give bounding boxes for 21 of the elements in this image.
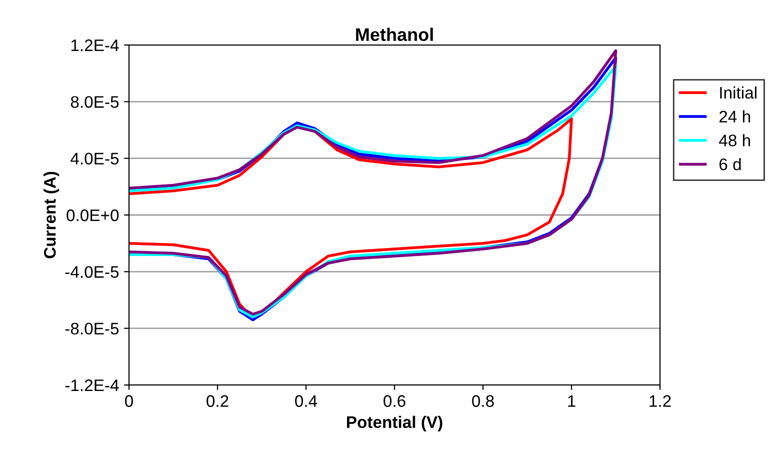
x-tick-label: 0.4 xyxy=(295,395,318,407)
x-tick-label: 0 xyxy=(125,395,133,407)
legend-label: Initial xyxy=(720,86,756,99)
x-tick-label: 0.8 xyxy=(472,395,494,407)
y-tick-label: -8.0E-5 xyxy=(65,322,119,335)
x-tick-label: 1 xyxy=(568,395,576,407)
y-tick-label: 4.0E-5 xyxy=(70,152,119,165)
y-axis-title: Current (A) xyxy=(44,172,60,258)
x-tick-label: 0.6 xyxy=(384,395,406,407)
y-tick-label: 1.2E-4 xyxy=(71,39,119,52)
x-tick-label: 1.2 xyxy=(650,395,671,407)
y-tick-label: 8.0E-5 xyxy=(70,96,119,108)
x-tick-label: 0.2 xyxy=(206,395,228,407)
y-tick-label: -4.0E-5 xyxy=(65,266,119,278)
y-tick-label: 0.0E+0 xyxy=(66,209,119,222)
x-axis-title: Potential (V) xyxy=(347,416,442,432)
legend-label: 24 h xyxy=(719,110,750,122)
legend-label: 6 d xyxy=(719,158,741,170)
y-tick-label: -1.2E-4 xyxy=(65,379,119,392)
legend-label: 48 h xyxy=(719,134,750,146)
chart-title: Methanol xyxy=(356,28,433,42)
